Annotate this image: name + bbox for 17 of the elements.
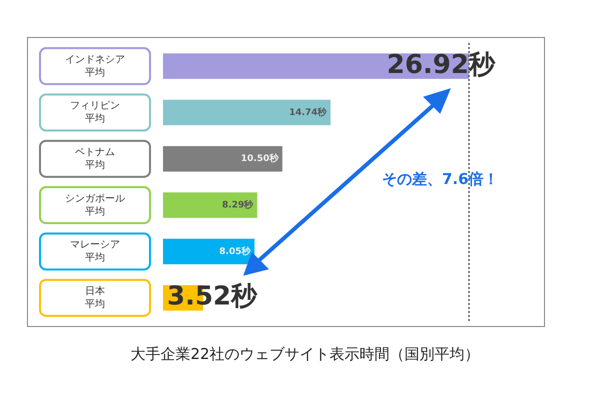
bar bbox=[163, 53, 469, 79]
annotation: その差、7.6倍！ bbox=[382, 170, 499, 189]
y-tick-label: シンガポール平均 bbox=[65, 193, 125, 218]
text: 大手企業22社のウェブサイト表示時間（国別平均） bbox=[129, 345, 481, 364]
data-label: 8.05秒 bbox=[219, 246, 252, 257]
data-label: 14.74秒 bbox=[289, 106, 328, 118]
data-label: 26.92秒 bbox=[386, 50, 496, 80]
y-tick-label: インドネシア平均 bbox=[65, 54, 125, 78]
data-label: 10.50秒 bbox=[240, 153, 280, 164]
y-tick-label: ベトナム平均 bbox=[75, 146, 115, 171]
bar bbox=[163, 100, 331, 126]
y-tick-label: フィリピン平均 bbox=[70, 100, 120, 125]
y-tick-label: マレーシア平均 bbox=[70, 240, 120, 264]
bar bbox=[163, 192, 258, 218]
data-label: 8.29秒 bbox=[222, 200, 254, 211]
bar bbox=[163, 146, 282, 172]
y-tick-label: 日本平均 bbox=[85, 284, 105, 310]
